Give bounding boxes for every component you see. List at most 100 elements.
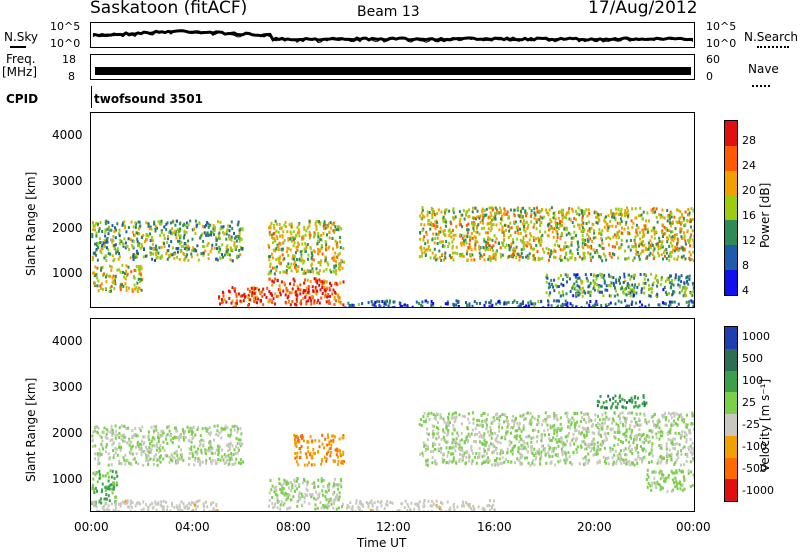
- power-panel: [90, 112, 695, 308]
- colorbar-swatch: [725, 195, 737, 221]
- nsearch-legend-line: [757, 46, 789, 48]
- heatmap-region: [596, 394, 648, 410]
- colorbar-tick: -100: [742, 440, 767, 453]
- date-label: 17/Aug/2012: [588, 0, 698, 18]
- power-heatmap: [91, 206, 694, 307]
- heatmap-region: [91, 424, 245, 467]
- colorbar-tick: 16: [742, 209, 756, 222]
- colorbar-tick: 25: [742, 396, 756, 409]
- colorbar-swatch: [725, 327, 737, 349]
- nsky-tick-top: 10^5: [50, 20, 81, 33]
- heatmap-region: [218, 286, 270, 307]
- colorbar-swatch: [725, 145, 737, 171]
- nsearch-tick-top: 10^5: [706, 20, 737, 33]
- colorbar-swatch: [725, 479, 737, 501]
- velocity-heatmap: [91, 394, 694, 511]
- nsky-trace: [92, 29, 694, 44]
- colorbar-tick: 4: [742, 284, 749, 298]
- nsky-label: N.Sky: [4, 30, 39, 44]
- nave-label: Nave: [748, 62, 779, 76]
- power-colorbar: [724, 120, 738, 296]
- colorbar-tick: 100: [742, 374, 763, 387]
- heatmap-region: [92, 499, 219, 511]
- velocity-ytick: 3000: [52, 380, 83, 394]
- velocity-ytick: 2000: [52, 426, 83, 440]
- heatmap-region: [268, 477, 344, 511]
- power-ytick: 2000: [52, 221, 83, 235]
- heatmap-region: [268, 277, 345, 307]
- nave-legend-line: [752, 85, 770, 87]
- heatmap-region: [92, 263, 144, 293]
- velocity-ylabel: Slant Range [km]: [24, 377, 38, 482]
- heatmap-region: [344, 299, 694, 307]
- colorbar-swatch: [725, 392, 737, 414]
- nsky-tick-bottom: 10^0: [50, 37, 81, 50]
- power-ytick: 3000: [52, 174, 83, 188]
- velocity-ytick: 1000: [52, 472, 83, 486]
- freq-tick-bottom: 8: [68, 70, 75, 83]
- cpid-value: twofsound 3501: [94, 92, 203, 106]
- colorbar-tick: 24: [742, 158, 756, 172]
- colorbar-tick: 1000: [742, 330, 770, 343]
- velocity-ytick: 4000: [52, 334, 83, 348]
- colorbar-tick: 20: [742, 183, 756, 197]
- heatmap-region: [91, 219, 244, 263]
- colorbar-tick: 8: [742, 259, 749, 273]
- nsky-strip: [90, 22, 695, 48]
- nsearch-tick-bottom: 10^0: [706, 37, 737, 50]
- colorbar-swatch: [725, 270, 737, 295]
- freq-trace: [95, 67, 691, 75]
- heatmap-region: [293, 433, 345, 467]
- heatmap-region: [418, 411, 694, 467]
- heatmap-region: [267, 219, 346, 276]
- velocity-colorbar-label: Velocity [m s⁻¹]: [758, 378, 772, 472]
- heatmap-region: [545, 272, 694, 298]
- colorbar-swatch: [725, 370, 737, 393]
- colorbar-tick: -500: [742, 462, 767, 475]
- xtick: 00:00: [74, 520, 109, 534]
- beam-label: Beam 13: [357, 4, 420, 20]
- xtick: 20:00: [577, 520, 612, 534]
- freq-strip: [90, 54, 695, 80]
- colorbar-swatch: [725, 348, 737, 371]
- heatmap-region: [645, 468, 694, 494]
- velocity-panel: [90, 318, 695, 512]
- power-colorbar-label: Power [dB]: [758, 182, 772, 248]
- freq-tick-top: 18: [62, 53, 76, 66]
- nave-tick-bottom: 0: [706, 70, 713, 83]
- colorbar-tick: -25: [742, 418, 760, 431]
- cpid-marker: [91, 86, 92, 108]
- heatmap-region: [418, 206, 694, 263]
- xaxis-label: Time UT: [357, 536, 407, 550]
- velocity-colorbar: [724, 326, 738, 502]
- power-ytick: 4000: [52, 128, 83, 142]
- colorbar-tick: 500: [742, 352, 763, 365]
- xtick: 16:00: [477, 520, 512, 534]
- freq-label: Freq.: [6, 52, 36, 66]
- nsky-legend-line: [10, 46, 26, 48]
- heatmap-region: [91, 469, 119, 507]
- colorbar-swatch: [725, 414, 737, 436]
- power-ylabel: Slant Range [km]: [24, 171, 38, 276]
- colorbar-swatch: [725, 435, 737, 458]
- cpid-label: CPID: [6, 92, 39, 106]
- colorbar-tick: 12: [742, 234, 756, 248]
- xtick: 08:00: [276, 520, 311, 534]
- colorbar-swatch: [725, 170, 737, 196]
- freq-band: [95, 67, 691, 75]
- colorbar-swatch: [725, 457, 737, 480]
- colorbar-swatch: [725, 245, 737, 271]
- power-ytick: 1000: [52, 266, 83, 280]
- nsearch-label: N.Search: [744, 30, 799, 44]
- xtick: 04:00: [175, 520, 210, 534]
- colorbar-tick: 28: [742, 133, 756, 147]
- heatmap-region: [346, 499, 496, 511]
- xtick: 00:00: [676, 520, 711, 534]
- xtick: 12:00: [376, 520, 411, 534]
- freq-unit-label: [MHz]: [2, 65, 38, 79]
- plot-title: Saskatoon (fitACF): [90, 0, 248, 18]
- nave-tick-top: 60: [706, 53, 720, 66]
- colorbar-swatch: [725, 220, 737, 246]
- colorbar-swatch: [725, 121, 737, 146]
- colorbar-tick: -1000: [742, 484, 774, 497]
